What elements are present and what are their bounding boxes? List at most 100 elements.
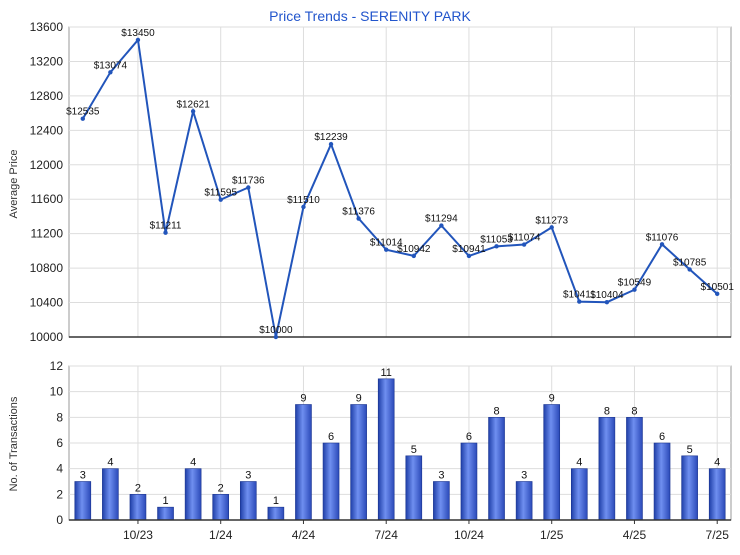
price-point: [411, 253, 416, 259]
transactions-bar: [488, 417, 505, 521]
transactions-data-label: 8: [631, 405, 637, 417]
x-tick-label: 4/24: [292, 528, 316, 542]
price-data-label: $11510: [287, 195, 320, 206]
transactions-bar: [515, 481, 533, 521]
x-tick-label: 4/25: [623, 528, 647, 542]
transactions-data-label: 3: [521, 470, 527, 482]
transactions-ytick-label: 8: [56, 410, 63, 424]
price-point: [190, 109, 196, 114]
price-data-label: $11736: [232, 176, 265, 187]
transactions-bar: [129, 494, 147, 521]
price-data-label: $10501: [701, 282, 735, 293]
price-point: [687, 267, 692, 272]
price-data-label: $11595: [204, 188, 237, 199]
transactions-data-label: 1: [273, 495, 279, 507]
price-data-label: $12535: [66, 107, 100, 118]
price-data-label: $13074: [94, 60, 128, 71]
price-point: [604, 300, 610, 305]
price-data-label: $10411: [563, 290, 596, 301]
price-data-label: $11053: [480, 234, 513, 245]
transactions-bar: [74, 481, 92, 521]
transactions-bar: [184, 468, 202, 521]
price-point: [328, 141, 334, 147]
price-data-label: $11376: [342, 207, 375, 218]
transactions-data-label: 3: [438, 470, 444, 482]
transactions-data-label: 2: [135, 482, 141, 494]
price-point: [715, 291, 720, 297]
transactions-bar: [102, 468, 119, 521]
chart-title: Price Trends - SERENITY PARK: [269, 8, 471, 24]
transactions-bar: [295, 404, 312, 521]
price-point: [577, 299, 582, 304]
price-point: [356, 216, 361, 221]
transactions-bar: [626, 417, 643, 521]
price-data-label: $10942: [397, 244, 431, 255]
transactions-data-label: 2: [218, 482, 224, 494]
transactions-ytick-label: 10: [50, 385, 64, 399]
price-point: [273, 334, 279, 340]
price-point: [521, 242, 527, 247]
price-data-label: $11074: [508, 233, 541, 244]
price-ytick-label: 12400: [30, 123, 64, 137]
price-ytick-label: 12000: [30, 158, 64, 172]
price-data-label: $11294: [425, 214, 458, 225]
transactions-data-label: 8: [604, 405, 610, 417]
transactions-ytick-label: 12: [50, 359, 64, 373]
price-data-label: $12239: [314, 132, 348, 143]
transactions-data-label: 4: [576, 457, 582, 469]
price-data-label: $11076: [646, 232, 679, 243]
price-point: [384, 247, 389, 252]
transactions-data-label: 8: [493, 405, 499, 417]
price-point: [466, 253, 472, 259]
transactions-data-label: 6: [466, 431, 472, 443]
price-data-label: $10549: [618, 278, 652, 289]
transactions-bar: [598, 417, 616, 521]
price-data-label: $11014: [370, 238, 403, 249]
transactions-bar: [460, 442, 478, 521]
transactions-data-label: 5: [411, 444, 417, 456]
price-point: [494, 244, 499, 249]
price-point: [659, 242, 665, 247]
price-data-label: $11273: [535, 215, 568, 226]
transactions-ytick-label: 4: [56, 462, 63, 476]
price-data-label: $10785: [673, 257, 707, 268]
transactions-bar: [350, 404, 367, 521]
transactions-ytick-label: 6: [56, 436, 63, 450]
transactions-data-label: 5: [687, 444, 693, 456]
transactions-bar: [157, 506, 174, 521]
price-ytick-label: 13600: [30, 20, 64, 34]
x-tick-label: 10/24: [454, 528, 484, 542]
price-ytick-label: 10000: [30, 330, 64, 344]
price-plot-area: [68, 26, 732, 338]
price-data-label: $11211: [150, 221, 182, 232]
price-ytick-label: 10800: [30, 261, 64, 275]
transactions-bar: [267, 506, 285, 521]
transactions-axis-label: No. of Transactions: [8, 396, 20, 491]
price-data-label: $10941: [452, 244, 486, 255]
x-tick-label: 10/23: [123, 528, 153, 542]
transactions-data-label: 4: [714, 457, 720, 469]
transactions-data-label: 9: [356, 393, 362, 405]
transactions-panel: 0 2 4 6 8 10 12 3 4 2 1 4 2 3 1 9 6 9 11 5 3 6 8 3 9 4 8 8 6 5 4 10/23 1…: [50, 359, 732, 542]
price-point: [439, 223, 444, 228]
price-point: [301, 204, 306, 210]
transactions-bar: [433, 481, 450, 521]
transactions-ytick-label: 0: [56, 513, 63, 527]
price-ytick-label: 12800: [30, 89, 64, 103]
transactions-bar: [681, 455, 698, 521]
price-point: [80, 116, 85, 121]
price-point: [135, 37, 141, 43]
transactions-bar: [708, 468, 726, 521]
price-point: [246, 185, 251, 190]
price-panel: 10000 10400 10800 11200 11600 12000 12400 12800…: [30, 20, 735, 344]
price-ytick-label: 11200: [31, 227, 64, 241]
price-data-label: $10404: [590, 290, 624, 301]
transactions-data-label: 3: [245, 470, 251, 482]
transactions-data-label: 9: [549, 393, 555, 405]
transactions-data-label: 6: [328, 431, 334, 443]
price-point: [108, 70, 113, 75]
price-point: [218, 197, 223, 202]
price-line: [81, 37, 718, 338]
price-data-label: $13450: [121, 28, 155, 39]
